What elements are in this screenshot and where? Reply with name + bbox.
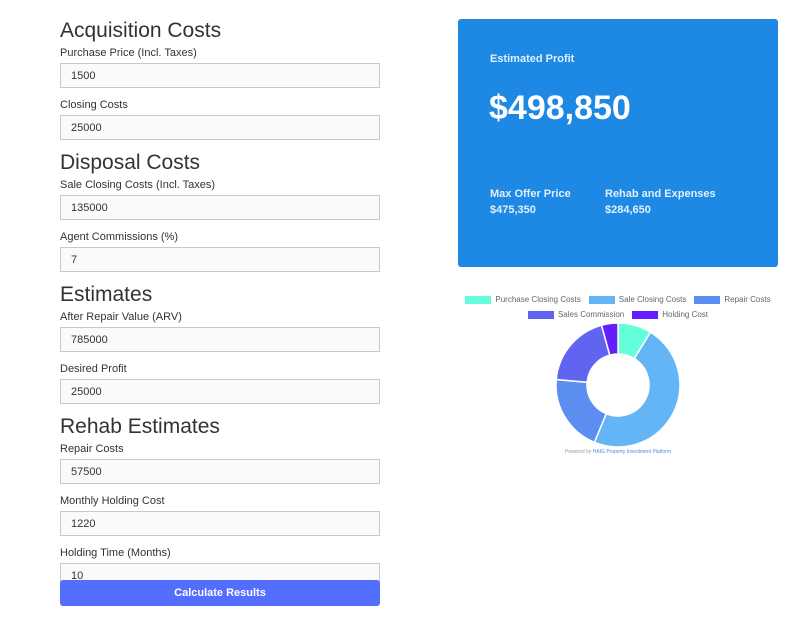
repair-costs-input[interactable] [60,459,380,484]
field-label: Closing Costs [60,99,128,111]
monthly-holding-cost-input[interactable] [60,511,380,536]
rehab-expenses-stat: Rehab and Expenses $284,650 [605,188,716,216]
legend-item[interactable]: Purchase Closing Costs [465,295,581,304]
estimated-profit-value: $498,850 [489,89,631,127]
legend-label: Purchase Closing Costs [495,295,581,304]
powered-by-text: Powered by HAIG Property Investment Plat… [458,449,778,455]
section-title: Disposal Costs [60,151,201,174]
donut-slice[interactable] [593,331,681,448]
donut-slice[interactable] [555,378,608,444]
field-label: Monthly Holding Cost [60,495,165,507]
section-title: Rehab Estimates [60,415,220,438]
rehab-expenses-value: $284,650 [605,204,651,216]
section-acquisition-costs: Acquisition Costs Purchase Price (Incl. … [60,18,380,140]
max-offer-value: $475,350 [490,204,536,216]
field-label: Agent Commissions (%) [60,231,178,243]
legend-swatch [527,310,554,319]
field-label: Sale Closing Costs (Incl. Taxes) [60,179,216,191]
monthly-holding-cost-field: Monthly Holding Cost [60,494,380,536]
legend-swatch [632,310,659,319]
powered-link[interactable]: HAIG Property Investment Platform [592,449,672,455]
legend-swatch [588,295,615,304]
arv-field: After Repair Value (ARV) [60,310,380,352]
field-label: Repair Costs [60,443,124,455]
arv-input[interactable] [60,327,380,352]
desired-profit-field: Desired Profit [60,362,380,404]
legend-item[interactable]: Holding Cost [632,310,708,319]
legend-label: Holding Cost [662,310,709,319]
powered-prefix: Powered by [564,449,592,455]
legend-row: Purchase Closing Costs Sale Closing Costs… [458,292,778,307]
field-label: Purchase Price (Incl. Taxes) [60,47,197,59]
section-estimates: Estimates After Repair Value (ARV) Desir… [60,282,380,404]
legend-item[interactable]: Repair Costs [694,295,771,304]
field-label: After Repair Value (ARV) [60,311,182,323]
cost-breakdown-chart: Purchase Closing Costs Sale Closing Costs… [458,288,778,458]
legend-item[interactable]: Sales Commission [527,310,625,319]
agent-commissions-input[interactable] [60,247,380,272]
closing-costs-field: Closing Costs [60,98,380,140]
max-offer-label: Max Offer Price [490,188,571,200]
sale-closing-costs-input[interactable] [60,195,380,220]
agent-commissions-field: Agent Commissions (%) [60,230,380,272]
purchase-price-input[interactable] [60,63,380,88]
legend-label: Sale Closing Costs [618,295,687,304]
legend-swatch [465,295,492,304]
donut-slice[interactable] [600,322,619,357]
repair-costs-field: Repair Costs [60,442,380,484]
legend-label: Sales Commission [557,310,625,319]
section-rehab-estimates: Rehab Estimates Repair Costs Monthly Hol… [60,414,380,588]
calculator-form: Acquisition Costs Purchase Price (Incl. … [60,18,380,598]
legend-swatch [694,295,721,304]
field-label: Holding Time (Months) [60,547,171,559]
donut-slice[interactable] [555,324,611,384]
closing-costs-input[interactable] [60,115,380,140]
estimated-profit-label: Estimated Profit [490,53,575,65]
max-offer-stat: Max Offer Price $475,350 [490,188,571,216]
section-disposal-costs: Disposal Costs Sale Closing Costs (Incl.… [60,150,380,272]
legend-label: Repair Costs [724,295,771,304]
purchase-price-field: Purchase Price (Incl. Taxes) [60,46,380,88]
calculate-results-button[interactable]: Calculate Results [60,580,380,606]
section-title: Acquisition Costs [60,19,222,42]
desired-profit-input[interactable] [60,379,380,404]
donut-chart [555,322,681,448]
sale-closing-costs-field: Sale Closing Costs (Incl. Taxes) [60,178,380,220]
results-card: Estimated Profit $498,850 Max Offer Pric… [458,19,778,267]
legend-item[interactable]: Sale Closing Costs [588,295,687,304]
field-label: Desired Profit [60,363,127,375]
legend-row: Sales Commission Holding Cost [458,307,778,322]
chart-legend: Purchase Closing Costs Sale Closing Costs… [458,292,778,322]
section-title: Estimates [60,283,153,306]
rehab-expenses-label: Rehab and Expenses [605,188,716,200]
